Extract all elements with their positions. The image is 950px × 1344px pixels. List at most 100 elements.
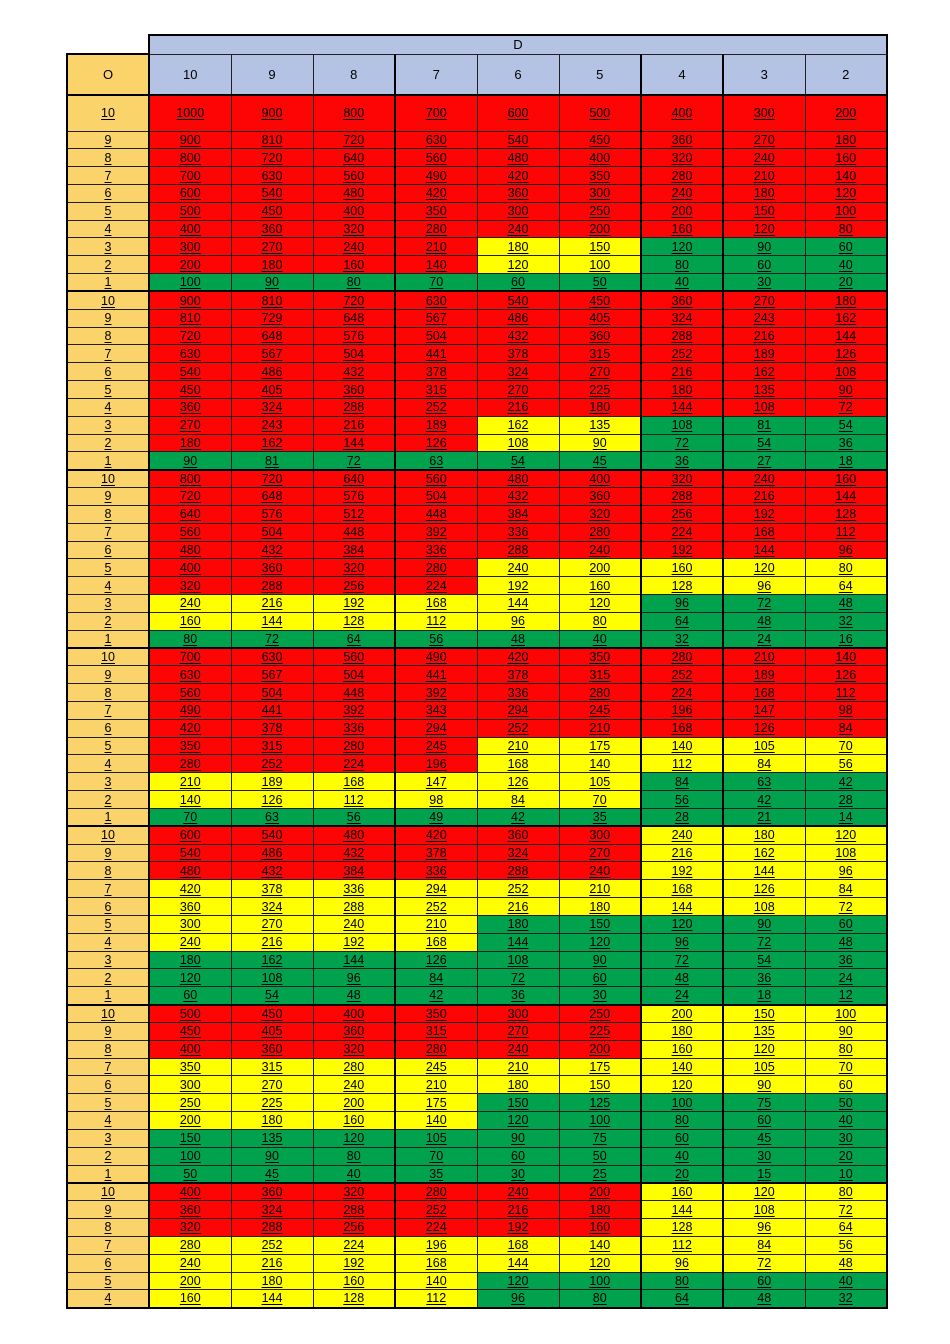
- occurrence-row-label[interactable]: 6: [66, 1075, 150, 1095]
- rpn-value-cell[interactable]: 160: [804, 148, 888, 168]
- rpn-value-cell[interactable]: 180: [804, 130, 888, 150]
- rpn-value-cell[interactable]: 240: [148, 1253, 232, 1273]
- rpn-value-cell[interactable]: 144: [640, 897, 724, 916]
- rpn-value-cell[interactable]: 400: [148, 1039, 232, 1059]
- rpn-value-cell[interactable]: 324: [230, 897, 314, 916]
- rpn-value-cell[interactable]: 288: [230, 576, 314, 596]
- rpn-value-cell[interactable]: 96: [312, 968, 396, 988]
- rpn-value-cell[interactable]: 240: [476, 1039, 560, 1059]
- rpn-value-cell[interactable]: 40: [640, 273, 724, 293]
- rpn-value-cell[interactable]: 40: [804, 255, 888, 275]
- rpn-value-cell[interactable]: 150: [558, 237, 642, 257]
- rpn-value-cell[interactable]: 504: [230, 522, 314, 542]
- rpn-value-cell[interactable]: 140: [640, 1057, 724, 1077]
- rpn-value-cell[interactable]: 120: [804, 825, 888, 845]
- rpn-value-cell[interactable]: 96: [722, 1218, 806, 1237]
- rpn-value-cell[interactable]: 320: [148, 576, 232, 596]
- rpn-value-cell[interactable]: 800: [148, 469, 232, 489]
- rpn-value-cell[interactable]: 900: [148, 130, 232, 150]
- rpn-value-cell[interactable]: 720: [312, 290, 396, 310]
- occurrence-row-label[interactable]: 6: [66, 540, 150, 560]
- occurrence-row-label[interactable]: 8: [66, 504, 150, 524]
- occurrence-row-label[interactable]: 8: [66, 326, 150, 346]
- rpn-value-cell[interactable]: 500: [558, 94, 642, 132]
- rpn-value-cell[interactable]: 120: [640, 1075, 724, 1095]
- rpn-value-cell[interactable]: 200: [640, 201, 724, 221]
- rpn-value-cell[interactable]: 180: [476, 914, 560, 934]
- rpn-value-cell[interactable]: 126: [722, 718, 806, 738]
- rpn-value-cell[interactable]: 189: [722, 344, 806, 364]
- rpn-value-cell[interactable]: 192: [640, 540, 724, 560]
- rpn-value-cell[interactable]: 24: [804, 968, 888, 988]
- rpn-value-cell[interactable]: 245: [394, 1057, 478, 1077]
- rpn-value-cell[interactable]: 81: [722, 415, 806, 435]
- rpn-value-cell[interactable]: 256: [312, 576, 396, 596]
- rpn-value-cell[interactable]: 126: [394, 950, 478, 970]
- rpn-value-cell[interactable]: 250: [558, 1004, 642, 1023]
- rpn-value-cell[interactable]: 810: [230, 290, 314, 310]
- rpn-value-cell[interactable]: 486: [230, 843, 314, 863]
- rpn-value-cell[interactable]: 240: [558, 861, 642, 881]
- rpn-value-cell[interactable]: 192: [476, 576, 560, 596]
- rpn-value-cell[interactable]: 192: [476, 1218, 560, 1237]
- rpn-value-cell[interactable]: 80: [804, 1182, 888, 1202]
- rpn-value-cell[interactable]: 384: [312, 861, 396, 881]
- rpn-value-cell[interactable]: 480: [148, 540, 232, 560]
- rpn-value-cell[interactable]: 120: [640, 237, 724, 257]
- rpn-value-cell[interactable]: 300: [722, 94, 806, 132]
- rpn-value-cell[interactable]: 384: [312, 540, 396, 560]
- rpn-value-cell[interactable]: 144: [722, 861, 806, 881]
- rpn-value-cell[interactable]: 216: [230, 932, 314, 952]
- rpn-value-cell[interactable]: 540: [148, 843, 232, 863]
- rpn-value-cell[interactable]: 175: [558, 1057, 642, 1077]
- rpn-value-cell[interactable]: 135: [230, 1128, 314, 1148]
- rpn-value-cell[interactable]: 24: [722, 629, 806, 650]
- rpn-value-cell[interactable]: 35: [394, 1164, 478, 1184]
- rpn-value-cell[interactable]: 64: [804, 576, 888, 596]
- rpn-value-cell[interactable]: 18: [722, 986, 806, 1006]
- rpn-value-cell[interactable]: 72: [722, 932, 806, 952]
- rpn-value-cell[interactable]: 270: [476, 380, 560, 399]
- rpn-value-cell[interactable]: 240: [148, 594, 232, 613]
- rpn-value-cell[interactable]: 10: [804, 1164, 888, 1184]
- rpn-value-cell[interactable]: 90: [558, 950, 642, 970]
- rpn-value-cell[interactable]: 40: [804, 1111, 888, 1130]
- rpn-value-cell[interactable]: 96: [640, 1253, 724, 1273]
- rpn-value-cell[interactable]: 120: [476, 255, 560, 275]
- rpn-value-cell[interactable]: 45: [558, 451, 642, 471]
- rpn-value-cell[interactable]: 80: [312, 273, 396, 293]
- rpn-value-cell[interactable]: 98: [804, 701, 888, 720]
- rpn-value-cell[interactable]: 360: [148, 1200, 232, 1220]
- occurrence-row-label[interactable]: 9: [66, 843, 150, 863]
- rpn-value-cell[interactable]: 432: [230, 540, 314, 560]
- rpn-value-cell[interactable]: 504: [312, 344, 396, 364]
- rpn-value-cell[interactable]: 432: [312, 362, 396, 382]
- rpn-value-cell[interactable]: 180: [722, 825, 806, 845]
- rpn-value-cell[interactable]: 168: [394, 1253, 478, 1273]
- rpn-value-cell[interactable]: 360: [640, 130, 724, 150]
- rpn-value-cell[interactable]: 700: [148, 166, 232, 185]
- rpn-value-cell[interactable]: 70: [804, 1057, 888, 1077]
- rpn-value-cell[interactable]: 196: [394, 1235, 478, 1255]
- rpn-value-cell[interactable]: 210: [394, 237, 478, 257]
- rpn-value-cell[interactable]: 126: [476, 772, 560, 792]
- rpn-value-cell[interactable]: 504: [394, 326, 478, 346]
- detection-header-8[interactable]: 8: [312, 53, 396, 96]
- occurrence-row-label[interactable]: 1: [66, 807, 150, 828]
- occurrence-row-label[interactable]: 7: [66, 1057, 150, 1077]
- rpn-value-cell[interactable]: 108: [804, 362, 888, 382]
- detection-header-4[interactable]: 4: [640, 53, 724, 96]
- occurrence-row-label[interactable]: 4: [66, 1111, 150, 1130]
- rpn-value-cell[interactable]: 240: [558, 540, 642, 560]
- rpn-value-cell[interactable]: 144: [230, 611, 314, 631]
- rpn-value-cell[interactable]: 441: [394, 344, 478, 364]
- rpn-value-cell[interactable]: 120: [722, 1039, 806, 1059]
- occurrence-row-label[interactable]: 3: [66, 415, 150, 435]
- rpn-value-cell[interactable]: 60: [804, 237, 888, 257]
- occurrence-row-label[interactable]: 5: [66, 558, 150, 578]
- rpn-value-cell[interactable]: 240: [312, 1075, 396, 1095]
- rpn-value-cell[interactable]: 500: [148, 201, 232, 221]
- rpn-value-cell[interactable]: 140: [640, 736, 724, 756]
- rpn-value-cell[interactable]: 80: [804, 558, 888, 578]
- rpn-value-cell[interactable]: 60: [804, 914, 888, 934]
